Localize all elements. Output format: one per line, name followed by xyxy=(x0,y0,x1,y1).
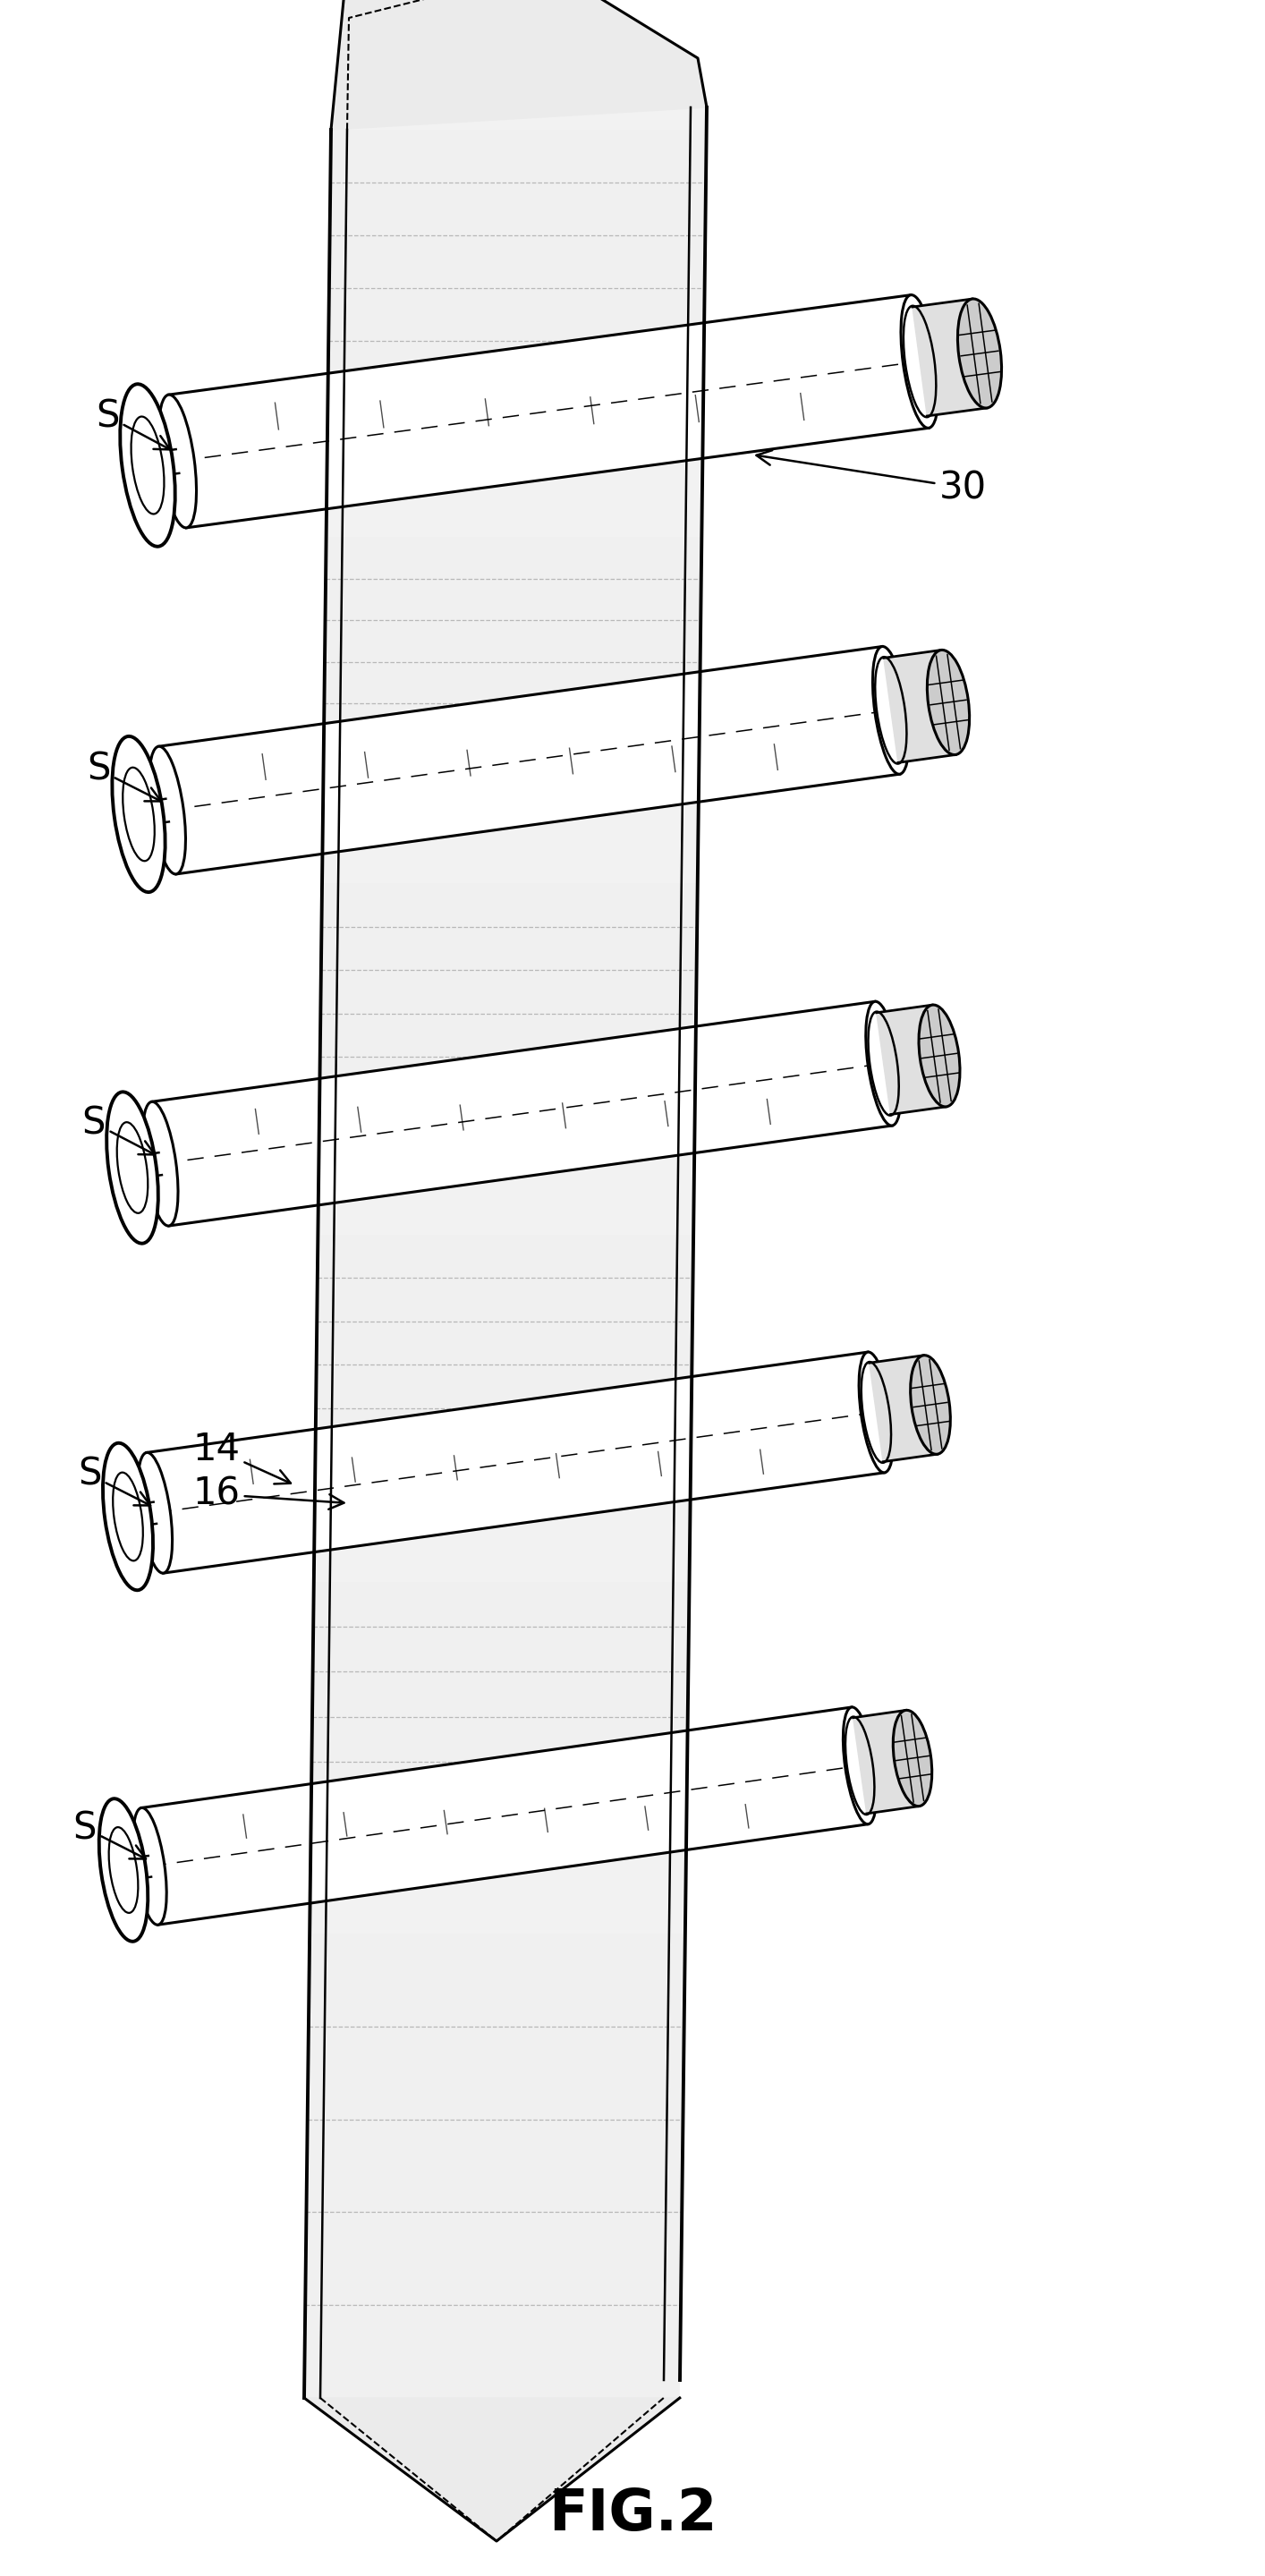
Ellipse shape xyxy=(123,768,154,860)
Ellipse shape xyxy=(865,1002,901,1126)
Text: S: S xyxy=(95,397,170,448)
Polygon shape xyxy=(142,1708,868,1924)
Ellipse shape xyxy=(893,1710,932,1806)
Polygon shape xyxy=(328,129,706,394)
Polygon shape xyxy=(145,448,180,477)
Ellipse shape xyxy=(102,1443,153,1589)
Polygon shape xyxy=(320,884,697,1100)
Text: S: S xyxy=(73,1808,145,1860)
Polygon shape xyxy=(137,799,170,827)
Text: S: S xyxy=(82,1105,154,1154)
Ellipse shape xyxy=(132,417,164,515)
Ellipse shape xyxy=(113,1473,143,1561)
Polygon shape xyxy=(315,1234,693,1450)
Ellipse shape xyxy=(143,1103,178,1226)
Ellipse shape xyxy=(99,1798,148,1942)
Polygon shape xyxy=(304,2398,679,2540)
Polygon shape xyxy=(158,647,899,873)
Polygon shape xyxy=(311,1582,689,1806)
Text: 16: 16 xyxy=(192,1476,344,1512)
Polygon shape xyxy=(126,1502,157,1528)
Ellipse shape xyxy=(120,384,175,546)
Polygon shape xyxy=(152,1002,892,1226)
Ellipse shape xyxy=(873,647,910,775)
Ellipse shape xyxy=(116,1123,148,1213)
Polygon shape xyxy=(147,1352,884,1574)
Ellipse shape xyxy=(927,649,969,755)
Polygon shape xyxy=(304,1935,686,2398)
Ellipse shape xyxy=(106,1092,158,1244)
Ellipse shape xyxy=(918,1005,960,1108)
Polygon shape xyxy=(324,536,702,744)
Polygon shape xyxy=(853,1710,920,1814)
Ellipse shape xyxy=(138,1453,172,1574)
Polygon shape xyxy=(912,299,987,415)
Polygon shape xyxy=(869,1355,937,1461)
Ellipse shape xyxy=(149,747,186,873)
Ellipse shape xyxy=(842,1708,877,1824)
Text: S: S xyxy=(86,750,161,801)
Text: S: S xyxy=(77,1455,151,1504)
Ellipse shape xyxy=(133,1808,167,1924)
Polygon shape xyxy=(121,1855,152,1880)
Polygon shape xyxy=(130,1151,162,1180)
Ellipse shape xyxy=(158,394,196,528)
Polygon shape xyxy=(877,1005,946,1115)
Polygon shape xyxy=(884,649,955,762)
Ellipse shape xyxy=(109,1826,138,1914)
Ellipse shape xyxy=(859,1352,893,1473)
Text: FIG.2: FIG.2 xyxy=(548,2486,717,2543)
Ellipse shape xyxy=(911,1355,950,1455)
Ellipse shape xyxy=(113,737,166,891)
Polygon shape xyxy=(168,296,929,528)
Ellipse shape xyxy=(958,299,1002,407)
Ellipse shape xyxy=(901,294,939,428)
Polygon shape xyxy=(304,108,707,2398)
Text: 30: 30 xyxy=(756,451,987,507)
Polygon shape xyxy=(331,0,707,129)
Text: 14: 14 xyxy=(192,1430,291,1484)
